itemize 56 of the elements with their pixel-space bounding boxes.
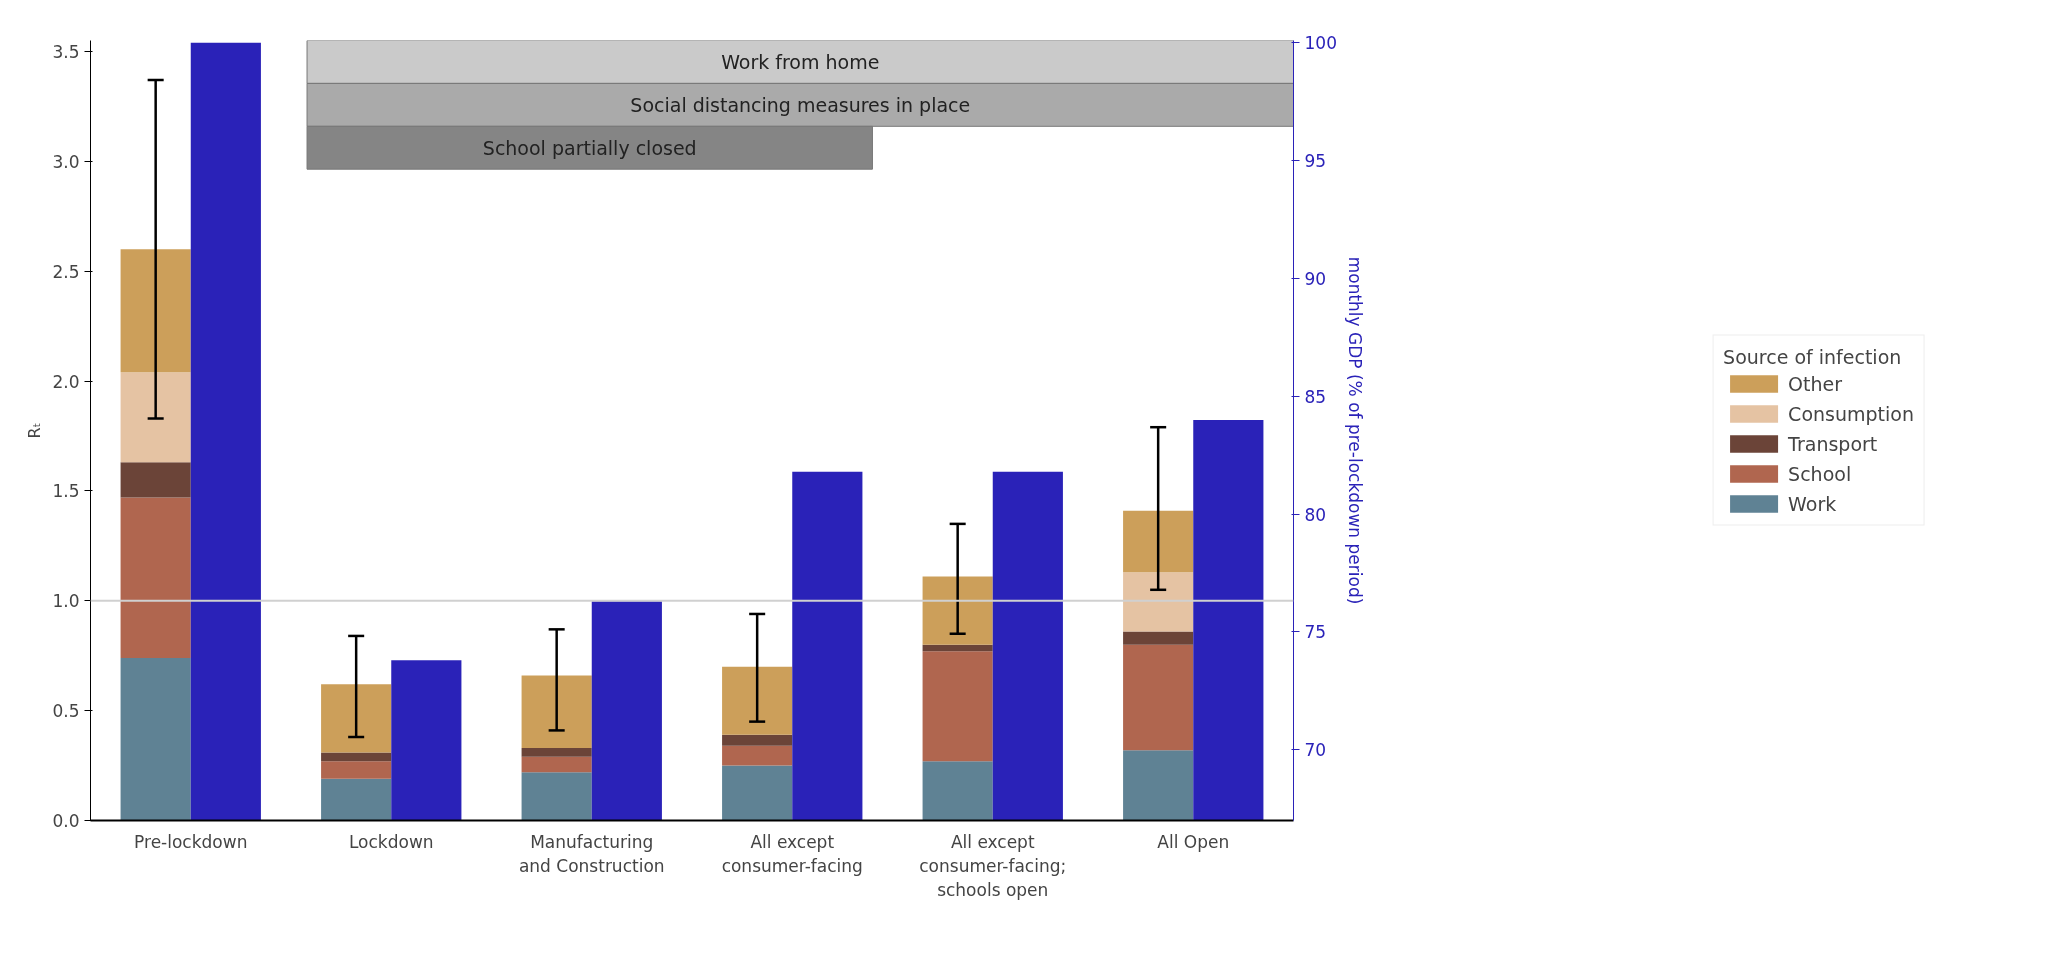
- legend-label: Other: [1788, 372, 1843, 395]
- bar: [321, 778, 392, 821]
- x-tick-label: Manufacturing and Construction: [518, 831, 665, 876]
- y-tick-label: 1.5: [52, 481, 80, 502]
- bar: [1123, 631, 1194, 645]
- bar: [120, 657, 191, 821]
- y-tick-label: 3.5: [52, 41, 80, 62]
- bar: [722, 765, 793, 821]
- bar: [521, 747, 592, 757]
- y-tick-label: 2.0: [52, 371, 80, 392]
- bar: [120, 462, 191, 498]
- bar: [722, 734, 793, 746]
- bar: [1123, 572, 1194, 632]
- y-tick-label: 2.5: [52, 261, 80, 282]
- bar: [120, 497, 191, 658]
- bar: [722, 666, 793, 735]
- x-tick-label: Lockdown: [348, 831, 434, 852]
- y-tick-label: 3.0: [52, 151, 80, 172]
- bar: [521, 772, 592, 821]
- bar: [722, 745, 793, 766]
- y-axis-title: Rₜ: [25, 422, 45, 439]
- legend-label: Consumption: [1788, 402, 1914, 425]
- x-tick-label: All except consumer-facing; schools open: [919, 831, 1067, 900]
- x-tick-label: All Open: [1157, 831, 1230, 852]
- band-label: Work from home: [721, 50, 880, 73]
- legend-label: School: [1788, 462, 1852, 485]
- legend-label: Work: [1788, 492, 1837, 515]
- bar: [922, 576, 993, 645]
- y2-tick-label: 70: [1304, 740, 1327, 761]
- y2-tick-label: 85: [1304, 386, 1327, 407]
- x-tick-label: All except consumer-facing: [721, 831, 863, 876]
- band-label: Social distancing measures in place: [630, 93, 971, 116]
- y2-tick-label: 75: [1304, 622, 1327, 643]
- y2-tick-label: 80: [1304, 504, 1327, 525]
- bar: [1123, 644, 1194, 751]
- bar: [922, 644, 993, 652]
- legend-title: Source of infection: [1723, 345, 1903, 368]
- y-tick-label: 1.0: [52, 591, 80, 612]
- y2-tick-label: 95: [1304, 151, 1327, 172]
- y2-axis-title: monthly GDP (% of pre-lockdown period): [1344, 256, 1365, 605]
- y-tick-label: 0.0: [52, 811, 80, 831]
- band-label: School partially closed: [482, 136, 697, 159]
- bar: [1123, 510, 1194, 573]
- bar: [321, 761, 392, 779]
- y2-tick-label: 100: [1304, 33, 1337, 54]
- bar: [120, 372, 191, 463]
- bar: [321, 752, 392, 762]
- bar: [922, 651, 993, 762]
- y2-tick-label: 90: [1304, 269, 1327, 290]
- bar: [922, 761, 993, 821]
- bar: [120, 249, 191, 373]
- bar: [1123, 750, 1194, 821]
- legend-label: Transport: [1788, 432, 1878, 455]
- x-tick-label: Pre-lockdown: [134, 831, 248, 852]
- bar: [521, 756, 592, 773]
- y-tick-label: 0.5: [52, 701, 80, 722]
